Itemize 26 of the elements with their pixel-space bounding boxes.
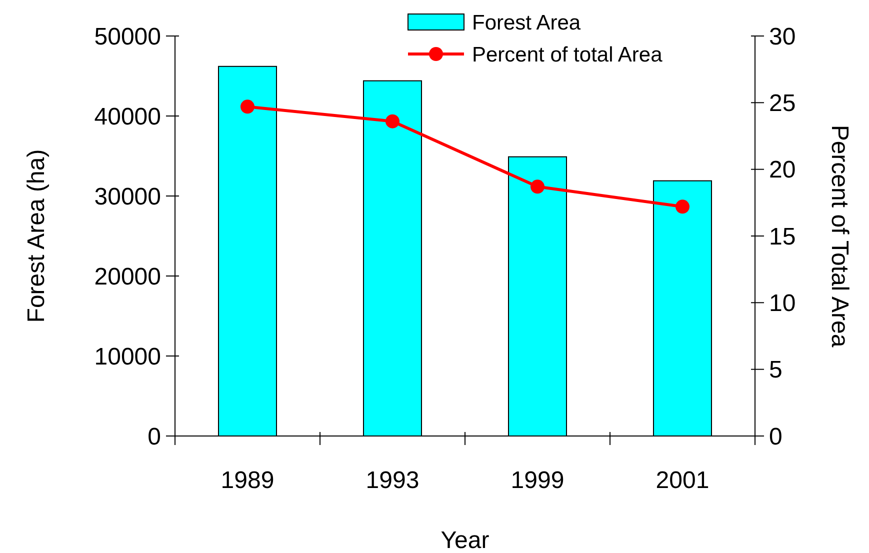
point [386,114,400,128]
y2-tick-label: 30 [769,23,796,50]
y-axis-title: Forest Area (ha) [23,149,50,323]
y-tick-label: 10000 [94,343,161,370]
y-tick-label: 50000 [94,23,161,50]
y2-tick-label: 15 [769,223,796,250]
y2-tick-label: 20 [769,156,796,184]
y2-tick-label: 10 [769,290,796,318]
point [240,100,254,114]
x-tick-label: 1993 [366,467,420,494]
y2-tick-label: 5 [769,356,782,384]
point [530,180,544,194]
x-tick-label: 2001 [656,467,710,494]
y-tick-label: 40000 [94,103,161,130]
x-tick-label: 1989 [220,467,274,494]
y2-tick-label: 0 [769,423,782,450]
y-tick-label: 20000 [94,263,161,290]
y2-axis-title: Percent of Total Area [826,124,853,348]
point [676,200,690,214]
x-tick-label: 1999 [510,467,564,494]
legend-label: Percent of total Area [472,43,663,66]
y-tick-label: 30000 [94,183,161,210]
y-tick-label: 0 [148,423,161,450]
x-axis-title: Year [440,527,490,553]
legend-label: Forest Area [472,11,581,34]
y2-tick-label: 25 [769,90,796,118]
